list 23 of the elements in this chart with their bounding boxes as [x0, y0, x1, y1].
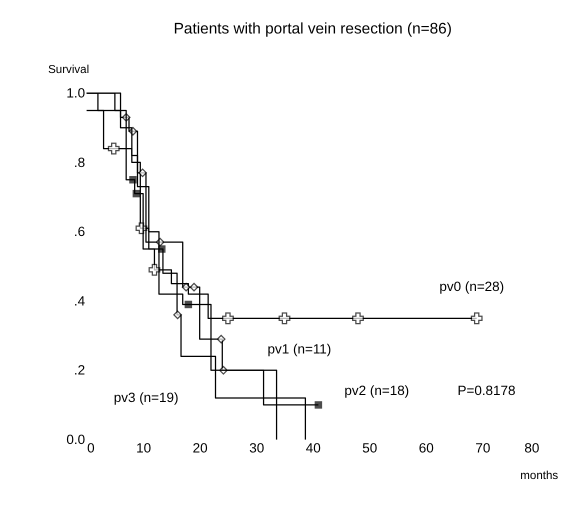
y-tick-label: .4 [74, 293, 86, 308]
y-tick-label: .8 [74, 154, 86, 170]
annotation: pv2 (n=18) [344, 382, 410, 398]
y-tick-label: .6 [74, 224, 86, 240]
annotation: P=0.8178 [457, 382, 516, 398]
x-tick-label: 50 [362, 440, 378, 456]
annotation: pv3 (n=19) [114, 390, 179, 405]
y-tick-label: 0.0 [66, 432, 86, 447]
x-tick-label: 20 [192, 440, 208, 456]
x-tick-label: 10 [136, 440, 152, 456]
annotation: pv0 (n=28) [439, 278, 504, 294]
x-tick-label: 0 [87, 440, 95, 456]
annotation: pv1 (n=11) [268, 341, 332, 356]
x-axis-title: months [520, 470, 558, 482]
x-tick-label: 30 [249, 440, 264, 456]
x-tick-label: 60 [418, 440, 434, 456]
chart-title: Patients with portal vein resection (n=86) [174, 20, 452, 38]
y-tick-label: .2 [74, 362, 86, 378]
x-tick-label: 80 [524, 440, 540, 456]
x-tick-label: 70 [475, 440, 490, 456]
y-axis-title: Survival [48, 64, 90, 76]
x-tick-label: 40 [306, 440, 321, 456]
y-tick-label: 1.0 [66, 85, 86, 100]
